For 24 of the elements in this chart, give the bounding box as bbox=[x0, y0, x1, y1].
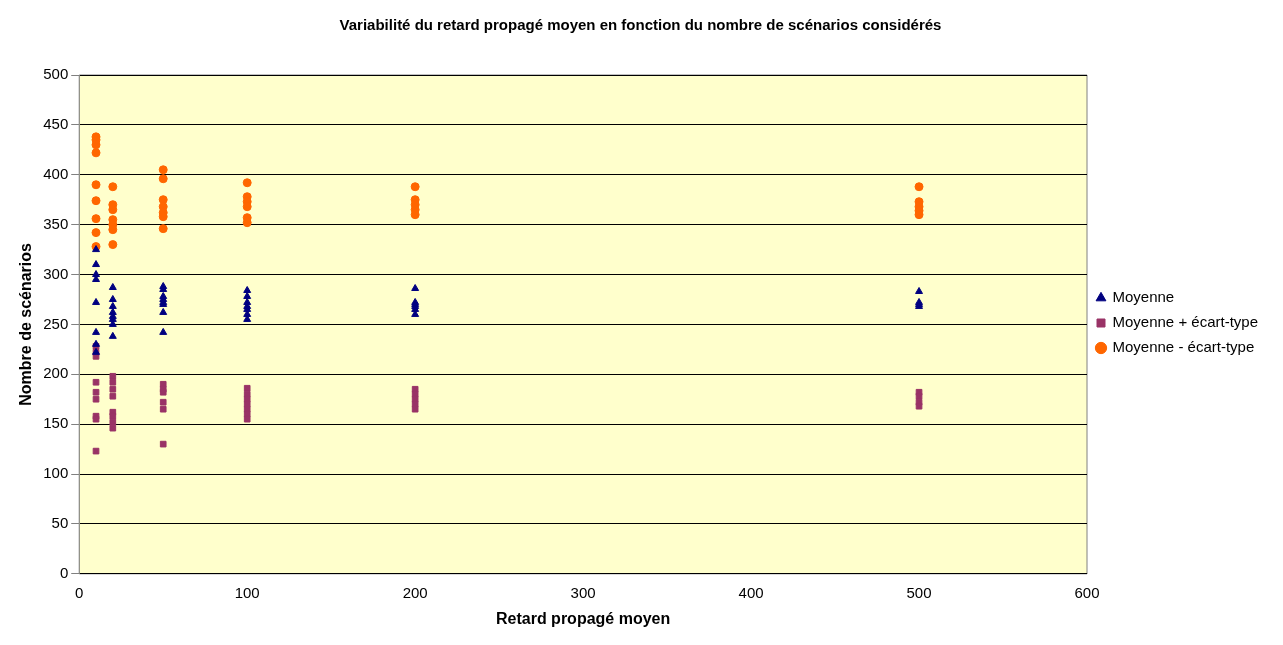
y-tick-label: 0 bbox=[59, 563, 69, 581]
y-tick-label: 500 bbox=[43, 65, 69, 83]
x-tick-label: 200 bbox=[402, 583, 428, 601]
y-tick-label: 50 bbox=[51, 514, 69, 532]
y-axis-title: Nombre de scénarios bbox=[17, 242, 35, 406]
y-tick-label: 350 bbox=[43, 214, 69, 232]
chart-title: Variabilité du retard propagé moyen en fonction du nombre de scénarios considérés bbox=[339, 16, 942, 34]
x-tick-label: 100 bbox=[234, 583, 260, 601]
x-tick-label: 400 bbox=[738, 583, 764, 601]
y-tick-label: 400 bbox=[43, 164, 69, 182]
x-axis-title: Retard propagé moyen bbox=[495, 609, 671, 627]
legend-label: Moyenne - écart-type bbox=[1112, 338, 1255, 356]
legend-label: Moyenne + écart-type bbox=[1112, 313, 1258, 331]
legend-label: Moyenne bbox=[1112, 288, 1175, 306]
y-tick-label: 300 bbox=[43, 264, 69, 282]
y-tick-label: 150 bbox=[43, 414, 69, 432]
y-tick-label: 450 bbox=[43, 115, 69, 133]
y-tick-label: 250 bbox=[43, 314, 69, 332]
y-tick-label: 200 bbox=[43, 364, 69, 382]
x-tick-label: 300 bbox=[570, 583, 596, 601]
x-tick-label: 600 bbox=[1074, 583, 1100, 601]
x-tick-label: 0 bbox=[75, 583, 84, 601]
y-tick-label: 100 bbox=[43, 464, 69, 482]
x-tick-label: 500 bbox=[906, 583, 932, 601]
